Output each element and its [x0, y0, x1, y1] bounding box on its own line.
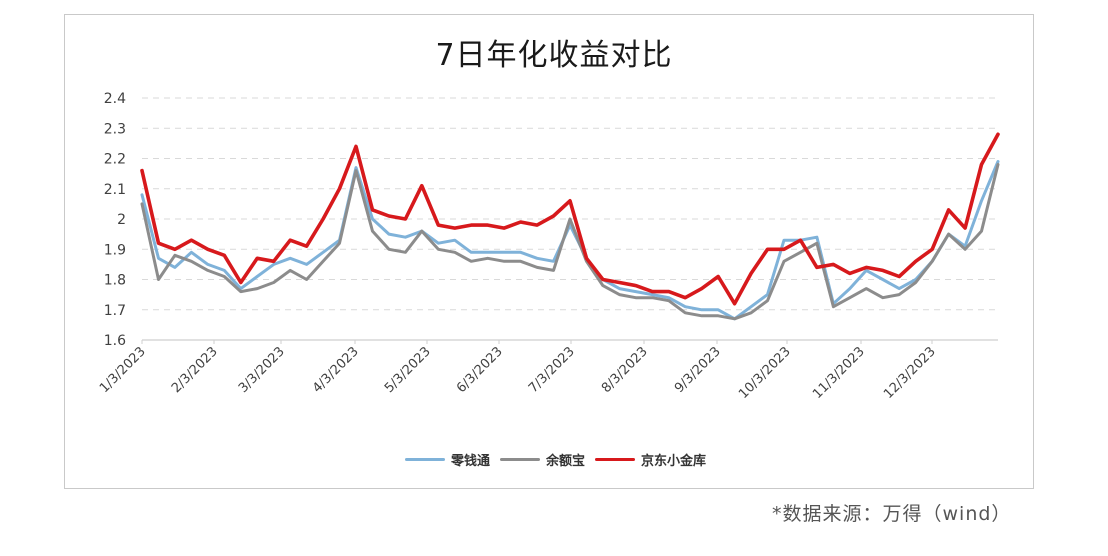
data-series: [140, 132, 1000, 321]
chart-frame: [64, 14, 1034, 489]
x-tick-label: 11/3/2023: [810, 344, 868, 402]
legend-swatch-line-icon: [405, 458, 445, 461]
legend-label: 零钱通: [451, 454, 491, 469]
y-tick-label: 1.8: [104, 273, 126, 289]
x-tick-label: 5/3/2023: [382, 344, 434, 396]
y-tick-label: 2: [117, 212, 126, 228]
x-tick-label: 7/3/2023: [526, 344, 578, 396]
x-axis: 1/3/2023 2/3/2023 3/3/2023 4/3/2023 5/3/2023…: [97, 339, 998, 402]
data-source-note: *数据来源：万得（wind）: [772, 503, 1012, 525]
x-tick-label: 9/3/2023: [672, 344, 724, 396]
legend-label: 京东小金库: [641, 454, 707, 469]
series-line-1: [140, 163, 1000, 321]
x-tick-label: 6/3/2023: [454, 344, 506, 396]
y-tick-label: 2.1: [104, 182, 126, 198]
chart-title: 7日年化收益对比: [435, 38, 673, 73]
legend-item-yuebao: 余额宝: [500, 450, 585, 469]
y-tick-label: 2.4: [104, 91, 126, 107]
legend-swatch-line-icon: [500, 458, 541, 461]
x-tick-label: 8/3/2023: [599, 344, 651, 396]
x-tick-label: 3/3/2023: [236, 344, 288, 396]
y-tick-label: 2.2: [104, 152, 126, 168]
y-tick-label: 2.3: [104, 121, 126, 137]
y-axis-ticks: 1.6 1.7 1.8 1.9 2 2.1 2.2 2.3 2.4: [104, 91, 126, 349]
series-line-0: [140, 160, 1000, 321]
legend-item-jd-xiaojinku: 京东小金库: [595, 450, 706, 469]
legend: 零钱通 余额宝 京东小金库: [405, 450, 706, 469]
legend-item-lingqiantong: 零钱通: [405, 450, 490, 469]
x-tick-label: 4/3/2023: [310, 344, 362, 396]
x-tick-label: 12/3/2023: [881, 344, 939, 402]
legend-label: 余额宝: [546, 454, 586, 469]
x-tick-label: 10/3/2023: [736, 344, 794, 402]
y-tick-label: 1.9: [104, 242, 126, 258]
y-tick-label: 1.7: [104, 303, 126, 319]
legend-swatch-line-icon: [595, 458, 636, 461]
x-tick-label: 2/3/2023: [169, 344, 221, 396]
x-tick-label: 1/3/2023: [97, 344, 149, 396]
series-line-2: [140, 132, 1000, 306]
y-tick-label: 1.6: [104, 333, 126, 349]
